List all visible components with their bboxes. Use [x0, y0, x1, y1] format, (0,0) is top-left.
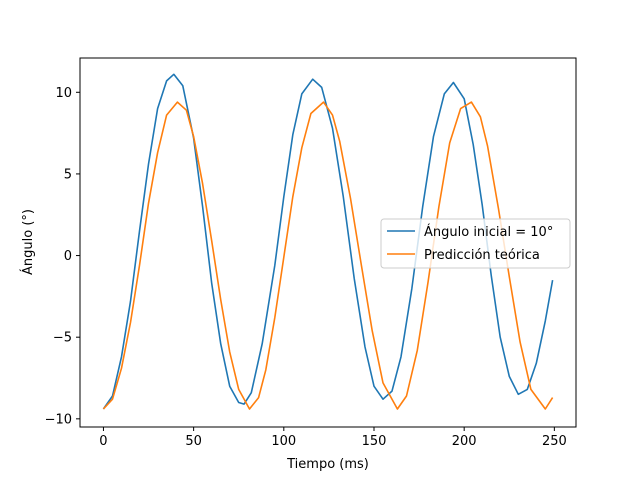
x-tick-label: 0	[99, 434, 107, 449]
x-tick-label: 200	[452, 434, 477, 449]
series-line-0	[102, 73, 554, 410]
x-axis-label: Tiempo (ms)	[286, 457, 369, 472]
x-tick-label: 150	[362, 434, 387, 449]
y-axis-label: Ángulo (°)	[20, 209, 36, 275]
x-tick-label: 50	[185, 434, 202, 449]
legend-frame	[380, 218, 571, 269]
y-tick-label: 10	[55, 86, 72, 101]
series-layer	[102, 73, 554, 410]
y-tick-label: −5	[53, 331, 72, 346]
legend: Ángulo inicial = 10° Predicción teórica	[380, 218, 571, 269]
legend-label-angulo-inicial: Ángulo inicial = 10°	[424, 224, 553, 240]
x-tick-label: 250	[542, 434, 567, 449]
y-tick-label: −10	[45, 412, 72, 427]
x-axis: 0 50 100 150 200 250	[99, 427, 567, 449]
y-tick-label: 5	[64, 167, 72, 182]
plot-frame	[79, 57, 577, 428]
legend-label-prediccion-teorica: Predicción teórica	[424, 248, 540, 263]
series-line-1	[102, 101, 554, 410]
x-tick-label: 100	[271, 434, 296, 449]
y-tick-label: 0	[64, 249, 72, 264]
y-axis: −10 −5 0 5 10	[45, 86, 80, 427]
